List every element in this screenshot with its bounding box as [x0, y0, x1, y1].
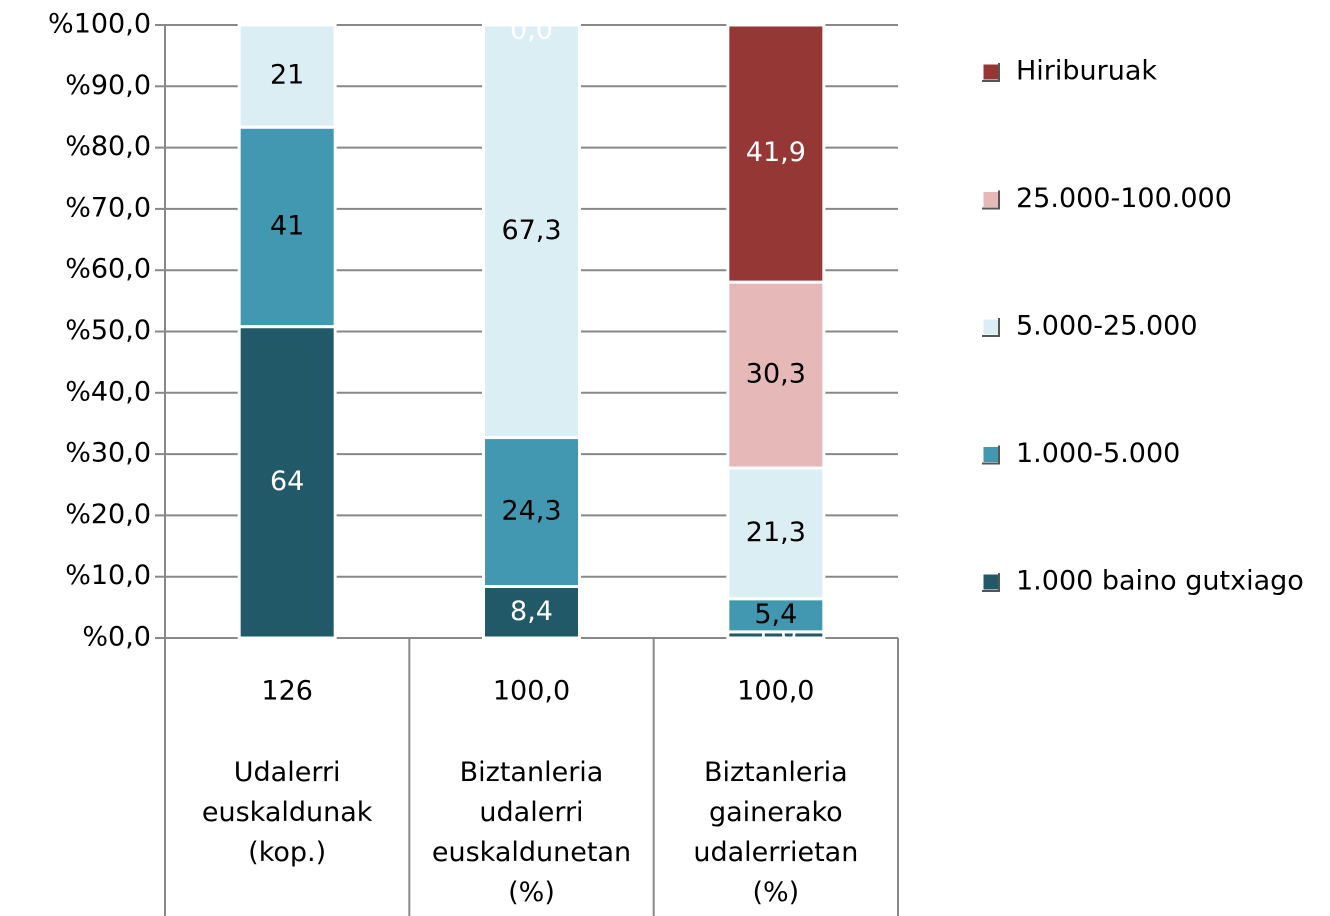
total-label: 100,0: [737, 676, 814, 707]
y-tick-label: %10,0: [65, 560, 151, 591]
data-label: 21: [270, 60, 304, 91]
y-tick-label: %90,0: [65, 70, 151, 101]
legend-label: 5.000-25.000: [1016, 311, 1198, 342]
data-label: 64: [270, 466, 304, 497]
legend-swatch: [982, 191, 1000, 208]
data-label: 67,3: [501, 215, 561, 246]
legend-swatch: [982, 573, 1000, 591]
data-label: 41,9: [746, 137, 806, 168]
x-tick-label: Biztanleria gainerako udalerrietan (%): [693, 757, 858, 908]
y-tick-label: %20,0: [65, 499, 151, 530]
total-label: 100,0: [493, 676, 570, 707]
x-tick-label: Udalerri euskaldunak (kop.): [202, 757, 373, 868]
y-tick-label: %80,0: [65, 131, 151, 162]
bar-segment: [482, 585, 581, 640]
bar-segment: [482, 23, 581, 440]
data-label: 8,4: [510, 596, 553, 627]
total-label: 126: [261, 676, 313, 707]
data-label: 24,3: [501, 496, 561, 527]
data-label: 0,0: [510, 15, 553, 46]
y-tick-label: %0,0: [82, 622, 151, 653]
legend-swatch: [982, 63, 1000, 81]
legend-swatch: [982, 446, 1000, 463]
legend-swatch: [982, 318, 1000, 336]
legend-label: 1.000 baino gutxiago: [1016, 566, 1304, 597]
bar-segment: [237, 23, 337, 129]
bar-segment: [726, 280, 826, 470]
y-tick-label: %30,0: [65, 438, 151, 469]
y-tick-label: %50,0: [65, 315, 151, 346]
legend-label: Hiriburuak: [1016, 56, 1157, 87]
data-label: 30,3: [746, 359, 806, 390]
bar-segment: [237, 325, 337, 640]
data-label: 41: [270, 210, 304, 241]
bar-segment: [726, 23, 826, 284]
y-tick-label: %60,0: [65, 254, 151, 285]
bar-segment: [237, 125, 337, 329]
data-label: 21,3: [746, 517, 806, 548]
y-tick-label: %40,0: [65, 376, 151, 407]
y-tick-label: %70,0: [65, 192, 151, 223]
bar-segment: [482, 436, 581, 589]
legend-label: 25.000-100.000: [1016, 183, 1232, 214]
legend-label: 1.000-5.000: [1016, 438, 1180, 469]
y-tick-label: %100,0: [48, 9, 151, 40]
x-tick-label: Biztanleria udalerri euskaldunetan (%): [432, 757, 631, 908]
data-label: 5,4: [754, 599, 797, 630]
